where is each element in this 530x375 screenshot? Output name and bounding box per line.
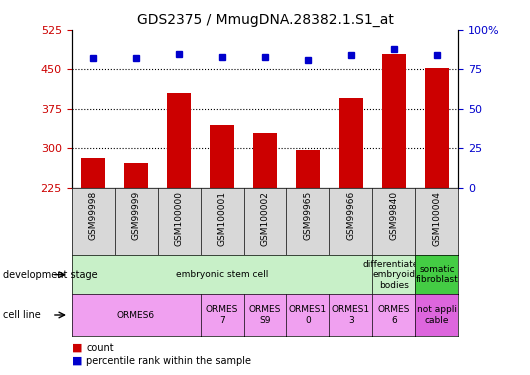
- Bar: [339, 98, 363, 306]
- Text: GSM99840: GSM99840: [390, 191, 399, 240]
- Bar: [382, 54, 406, 306]
- Bar: [124, 163, 148, 306]
- Bar: [425, 68, 449, 306]
- Bar: [167, 93, 191, 306]
- Text: GDS2375 / MmugDNA.28382.1.S1_at: GDS2375 / MmugDNA.28382.1.S1_at: [137, 13, 393, 27]
- Text: GSM100000: GSM100000: [174, 191, 183, 246]
- Text: GSM99966: GSM99966: [347, 191, 356, 240]
- Text: GSM99998: GSM99998: [89, 191, 98, 240]
- Text: ORMES
S9: ORMES S9: [249, 305, 281, 325]
- Text: GSM100002: GSM100002: [261, 191, 269, 246]
- Text: development stage: development stage: [3, 270, 98, 280]
- Text: ORMES
7: ORMES 7: [206, 305, 238, 325]
- Text: percentile rank within the sample: percentile rank within the sample: [86, 356, 251, 366]
- Text: differentiated
embryoid
bodies: differentiated embryoid bodies: [363, 260, 425, 290]
- Text: embryonic stem cell: embryonic stem cell: [176, 270, 268, 279]
- Bar: [81, 158, 105, 306]
- Text: ■: ■: [72, 356, 82, 366]
- Text: ORMES6: ORMES6: [117, 310, 155, 320]
- Bar: [296, 150, 320, 306]
- Text: GSM100004: GSM100004: [432, 191, 441, 246]
- Text: count: count: [86, 343, 114, 353]
- Bar: [253, 134, 277, 306]
- Text: GSM100001: GSM100001: [217, 191, 226, 246]
- Bar: [210, 124, 234, 306]
- Text: cell line: cell line: [3, 310, 40, 320]
- Text: somatic
fibroblast: somatic fibroblast: [416, 265, 458, 284]
- Text: GSM99965: GSM99965: [304, 191, 313, 240]
- Text: GSM99999: GSM99999: [131, 191, 140, 240]
- Text: ■: ■: [72, 343, 82, 353]
- Text: ORMES
6: ORMES 6: [378, 305, 410, 325]
- Text: ORMES1
3: ORMES1 3: [332, 305, 370, 325]
- Text: not appli
cable: not appli cable: [417, 305, 457, 325]
- Text: ORMES1
0: ORMES1 0: [289, 305, 327, 325]
